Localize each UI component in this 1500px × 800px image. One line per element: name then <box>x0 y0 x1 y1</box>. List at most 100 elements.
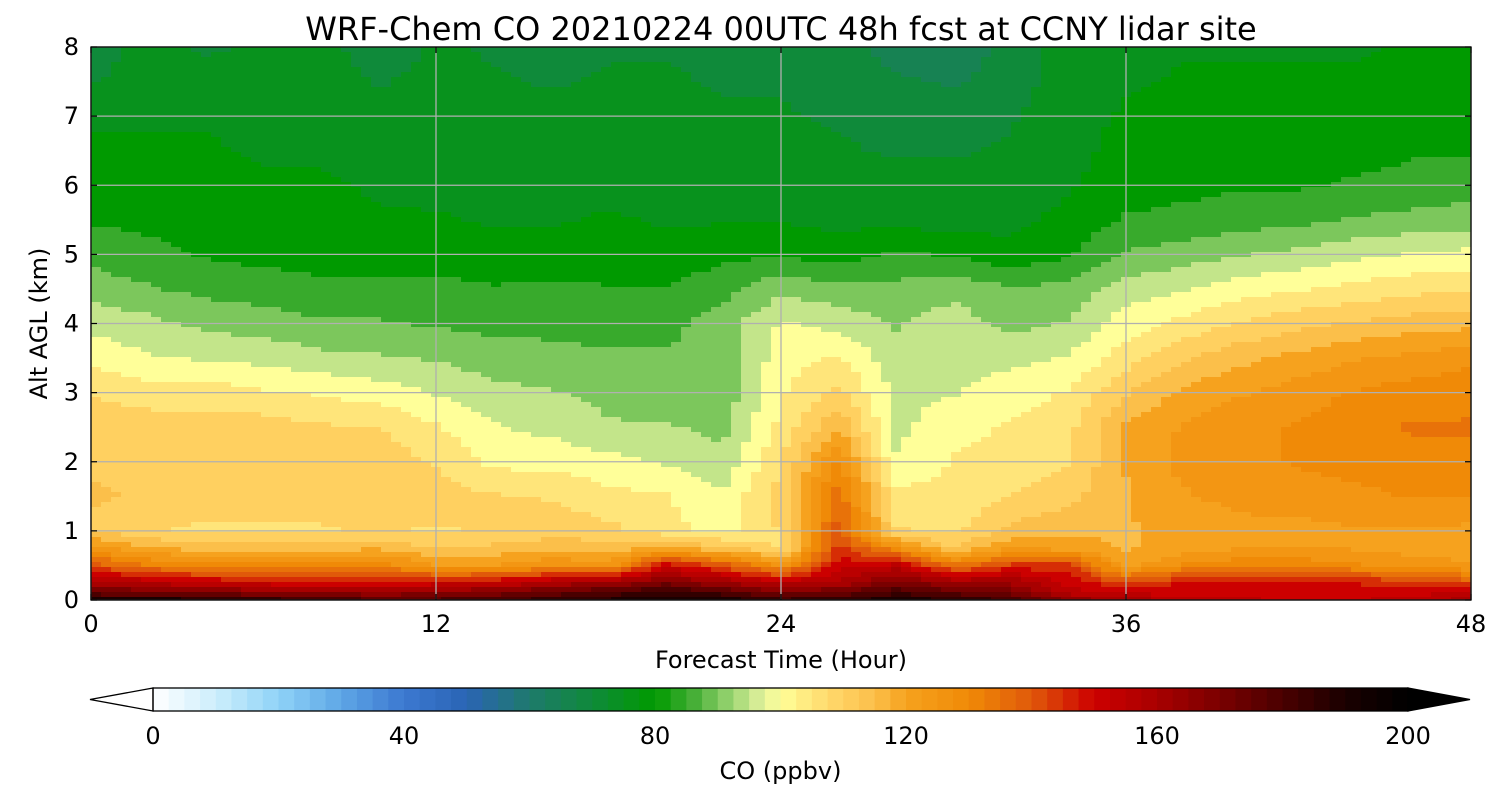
heatmap-cell <box>341 92 352 98</box>
heatmap-cell <box>281 72 292 78</box>
heatmap-cell <box>501 87 512 93</box>
heatmap-cell <box>461 57 472 63</box>
heatmap-cell <box>1461 82 1471 88</box>
heatmap-cell <box>1251 47 1262 53</box>
heatmap-cell <box>1411 97 1422 103</box>
heatmap-cell <box>251 177 262 183</box>
heatmap-cell <box>861 192 872 198</box>
heatmap-cell <box>1031 132 1042 138</box>
heatmap-cell <box>791 82 802 88</box>
heatmap-cell <box>1221 132 1232 138</box>
heatmap-cell <box>411 52 422 58</box>
heatmap-cell <box>1231 177 1242 183</box>
heatmap-cell <box>401 52 412 58</box>
heatmap-cell <box>1361 112 1372 118</box>
heatmap-cell <box>341 97 352 103</box>
heatmap-cell <box>751 202 762 208</box>
heatmap-cell <box>541 62 552 68</box>
heatmap-cell <box>511 67 522 73</box>
heatmap-cell <box>1401 187 1412 193</box>
heatmap-cell <box>1321 222 1332 228</box>
heatmap-cell <box>481 52 492 58</box>
heatmap-cell <box>931 117 942 123</box>
heatmap-cell <box>941 177 952 183</box>
heatmap-cell <box>881 132 892 138</box>
heatmap-cell <box>471 222 482 228</box>
heatmap-cell <box>1451 97 1462 103</box>
heatmap-cell <box>1221 157 1232 163</box>
heatmap-cell <box>301 92 312 98</box>
heatmap-cell <box>1041 197 1052 203</box>
heatmap-cell <box>1251 192 1262 198</box>
heatmap-cell <box>791 157 802 163</box>
heatmap-cell <box>781 217 792 223</box>
heatmap-cell <box>101 77 112 83</box>
heatmap-cell <box>1441 187 1452 193</box>
heatmap-cell <box>581 107 592 113</box>
heatmap-cell <box>701 102 712 108</box>
heatmap-cell <box>381 102 392 108</box>
heatmap-cell <box>1061 132 1072 138</box>
heatmap-cell <box>331 72 342 78</box>
heatmap-cell <box>1001 82 1012 88</box>
heatmap-cell <box>521 187 532 193</box>
heatmap-cell <box>461 97 472 103</box>
heatmap-cell <box>471 97 482 103</box>
heatmap-cell <box>1111 167 1122 173</box>
heatmap-cell <box>1321 72 1332 78</box>
heatmap-cell <box>911 122 922 128</box>
heatmap-cell <box>1241 192 1252 198</box>
heatmap-cell <box>221 112 232 118</box>
heatmap-cell <box>501 197 512 203</box>
heatmap-cell <box>561 87 572 93</box>
heatmap-cell <box>531 167 542 173</box>
heatmap-cell <box>321 172 332 178</box>
heatmap-cell <box>841 102 852 108</box>
heatmap-cell <box>241 107 252 113</box>
heatmap-cell <box>1101 222 1112 228</box>
heatmap-cell <box>511 207 522 213</box>
heatmap-cell <box>1451 212 1462 218</box>
heatmap-cell <box>1181 157 1192 163</box>
heatmap-cell <box>1381 102 1392 108</box>
heatmap-cell <box>541 172 552 178</box>
heatmap-cell <box>871 137 882 143</box>
heatmap-cell <box>871 82 882 88</box>
heatmap-cell <box>1381 137 1392 143</box>
heatmap-cell <box>1151 222 1162 228</box>
heatmap-cell <box>171 177 182 183</box>
heatmap-cell <box>121 152 132 158</box>
heatmap-cell <box>671 187 682 193</box>
heatmap-cell <box>191 77 202 83</box>
heatmap-cell <box>1001 137 1012 143</box>
heatmap-cell <box>831 162 842 168</box>
heatmap-cell <box>991 197 1002 203</box>
heatmap-cell <box>941 47 952 53</box>
heatmap-cell <box>1031 142 1042 148</box>
heatmap-cell <box>521 82 532 88</box>
heatmap-cell <box>1181 122 1192 128</box>
heatmap-cell <box>191 102 202 108</box>
heatmap-cell <box>791 202 802 208</box>
heatmap-cell <box>241 157 252 163</box>
heatmap-cell <box>1081 157 1092 163</box>
heatmap-cell <box>531 92 542 98</box>
heatmap-cell <box>681 82 692 88</box>
heatmap-cell <box>1081 82 1092 88</box>
heatmap-cell <box>161 72 172 78</box>
heatmap-cell <box>811 107 822 113</box>
heatmap-cell <box>471 207 482 213</box>
heatmap-cell <box>251 152 262 158</box>
heatmap-cell <box>1321 152 1332 158</box>
heatmap-cell <box>1401 112 1412 118</box>
heatmap-cell <box>1011 72 1022 78</box>
heatmap-cell <box>101 62 112 68</box>
heatmap-cell <box>711 117 722 123</box>
heatmap-cell <box>621 82 632 88</box>
heatmap-cell <box>681 222 692 228</box>
heatmap-cell <box>1061 62 1072 68</box>
heatmap-cell <box>861 72 872 78</box>
heatmap-cell <box>881 127 892 133</box>
heatmap-cell <box>501 102 512 108</box>
heatmap-cell <box>891 167 902 173</box>
